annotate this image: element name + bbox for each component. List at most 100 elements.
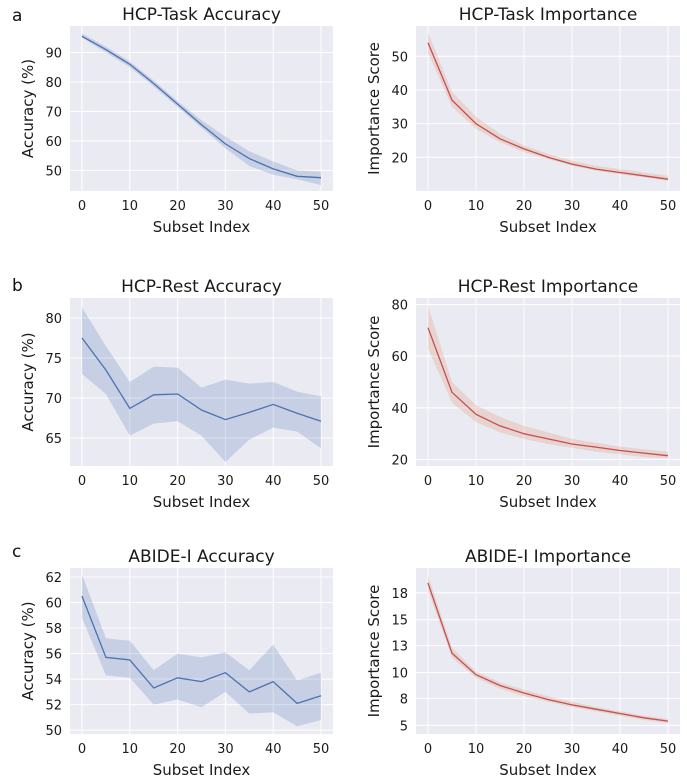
x-tick-label: 30 [217,199,234,214]
y-tick-label: 80 [45,312,62,327]
x-tick-label: 20 [169,742,186,757]
x-axis-label: Subset Index [499,493,597,511]
data-point [475,123,477,125]
data-point [475,413,477,415]
data-point [451,652,453,654]
y-tick-label: 54 [45,673,62,688]
x-tick-label: 0 [424,742,432,757]
y-tick-label: 13 [391,640,408,655]
x-tick-label: 50 [660,742,677,757]
plot-background [416,568,680,734]
y-tick-label: 60 [45,596,62,611]
data-point [427,42,429,44]
plot-background [70,26,333,191]
data-point [619,713,621,715]
data-point [224,419,226,421]
data-point [523,692,525,694]
confidence-band [82,33,321,186]
data-point [499,138,501,140]
y-axis-label: Accuracy (%) [19,601,37,700]
x-axis-label: Subset Index [499,761,597,777]
x-tick-label: 20 [516,199,533,214]
y-tick-label: 70 [45,392,62,407]
x-tick-label: 0 [78,474,86,489]
y-tick-label: 52 [45,699,62,714]
y-tick-label: 65 [45,432,62,447]
y-axis-label: Accuracy (%) [19,59,37,158]
chart-6: 0 10 20 30 40 50 5 8 10 13 15 18 ABIDE-I Importance S… [365,547,680,777]
data-point [224,672,226,674]
data-point [451,99,453,101]
data-point [523,148,525,150]
data-point [320,177,322,179]
data-point [296,175,298,177]
data-point [81,35,83,37]
x-tick-label: 40 [265,199,282,214]
x-tick-label: 50 [660,199,677,214]
x-axis-label: Subset Index [153,493,251,511]
x-tick-label: 30 [564,474,581,489]
y-tick-label: 20 [391,151,408,166]
y-tick-label: 58 [45,622,62,637]
x-tick-label: 40 [612,474,629,489]
panel-letter-c: c [12,542,22,562]
data-point [201,124,203,126]
x-tick-label: 10 [121,474,138,489]
data-point [619,449,621,451]
chart-5: 0 10 20 30 40 50 50 52 54 56 58 60 62 ABIDE-I Accurac… [19,547,333,777]
data-point [81,595,83,597]
chart-2: 0 10 20 30 40 50 20 30 40 50 HCP-Task Importance Su… [365,5,680,236]
data-point [499,425,501,427]
data-point [499,684,501,686]
series-line [427,42,669,180]
x-tick-label: 50 [313,742,330,757]
chart-title: ABIDE-I Importance [465,547,631,567]
y-tick-label: 18 [391,587,408,602]
y-axis-label: Importance Score [365,316,383,449]
y-tick-label: 8 [400,692,408,707]
data-point [667,720,669,722]
data-point [320,420,322,422]
data-point [201,681,203,683]
data-point [296,702,298,704]
series-line [427,327,669,457]
x-tick-label: 40 [265,474,282,489]
data-point [296,412,298,414]
y-axis-label: Importance Score [365,585,383,718]
x-tick-label: 10 [468,474,485,489]
series-line [81,337,322,422]
data-point [105,656,107,658]
series-line [81,35,322,179]
chart-title: HCP-Task Importance [459,5,638,25]
y-tick-label: 56 [45,648,62,663]
y-tick-label: 40 [391,402,408,417]
x-tick-label: 10 [468,199,485,214]
x-tick-label: 0 [424,199,432,214]
x-tick-label: 50 [313,474,330,489]
data-point [177,393,179,395]
series-line [81,595,322,705]
data-point [153,394,155,396]
data-point [595,446,597,448]
x-tick-label: 30 [564,742,581,757]
x-tick-label: 10 [121,742,138,757]
data-point [177,103,179,105]
data-point [153,82,155,84]
y-tick-label: 50 [45,724,62,739]
x-tick-label: 40 [612,742,629,757]
x-tick-label: 30 [217,742,234,757]
confidence-band [82,574,321,727]
series-line [427,582,669,722]
data-point [451,391,453,393]
y-tick-label: 60 [45,135,62,150]
x-axis-label: Subset Index [153,761,251,777]
x-tick-label: 30 [217,474,234,489]
x-tick-label: 40 [612,199,629,214]
data-point [129,63,131,65]
data-point [201,409,203,411]
data-point [571,163,573,165]
x-tick-label: 10 [121,199,138,214]
data-point [427,327,429,329]
x-tick-label: 20 [516,474,533,489]
x-tick-label: 10 [468,742,485,757]
